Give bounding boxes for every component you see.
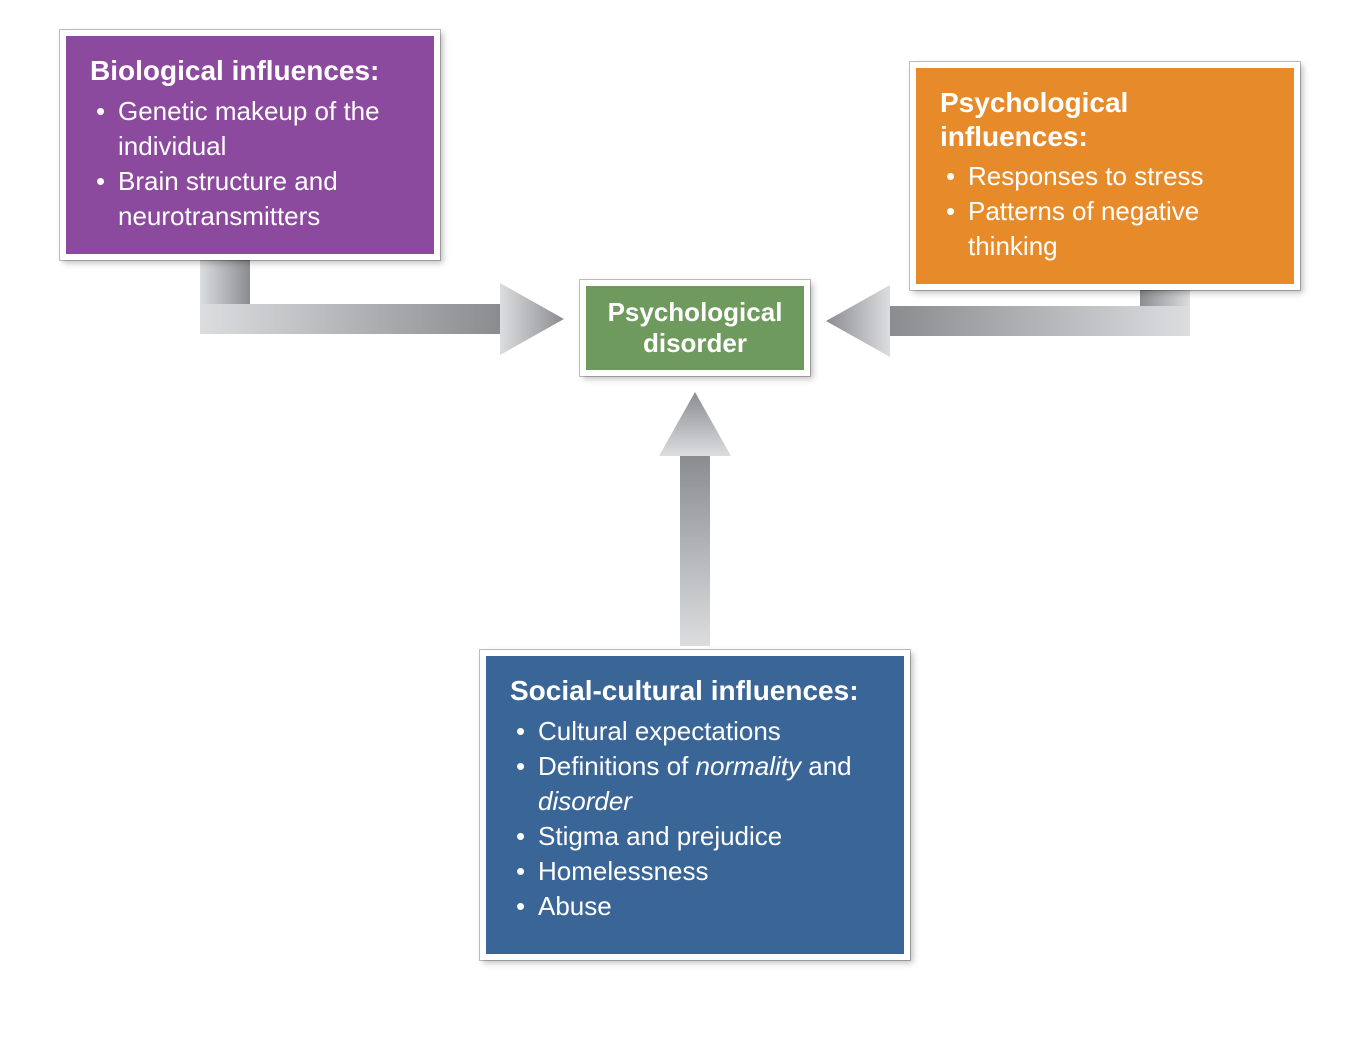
center-label: Psychological disorder: [608, 297, 783, 359]
social-item: Cultural expectations: [516, 714, 880, 749]
social-cultural-influences-box: Social-cultural influences: Cultural exp…: [480, 650, 910, 960]
social-item: Stigma and prejudice: [516, 819, 880, 854]
diagram-canvas: Biological influences: Genetic makeup of…: [0, 0, 1356, 1044]
social-item: Homelessness: [516, 854, 880, 889]
social-list: Cultural expectations Definitions of nor…: [510, 714, 880, 925]
biological-item: Brain structure and neurotransmitters: [96, 164, 410, 234]
biological-influences-box: Biological influences: Genetic makeup of…: [60, 30, 440, 260]
psychological-item: Responses to stress: [946, 159, 1270, 194]
psychological-title: Psychological influences:: [940, 86, 1270, 153]
psychological-item: Patterns of negative thinking: [946, 194, 1270, 264]
psychological-list: Responses to stress Patterns of negative…: [940, 159, 1270, 264]
social-title: Social-cultural influences:: [510, 674, 880, 708]
psychological-influences-box: Psychological influences: Responses to s…: [910, 62, 1300, 290]
biological-item: Genetic makeup of the individual: [96, 94, 410, 164]
psychological-disorder-box: Psychological disorder: [580, 280, 810, 376]
arrow-from-social: [659, 392, 731, 646]
arrow-from-biological: [200, 254, 564, 355]
biological-list: Genetic makeup of the individual Brain s…: [90, 94, 410, 234]
social-item: Abuse: [516, 889, 880, 924]
biological-title: Biological influences:: [90, 54, 410, 88]
social-item: Definitions of normality and disorder: [516, 749, 880, 819]
